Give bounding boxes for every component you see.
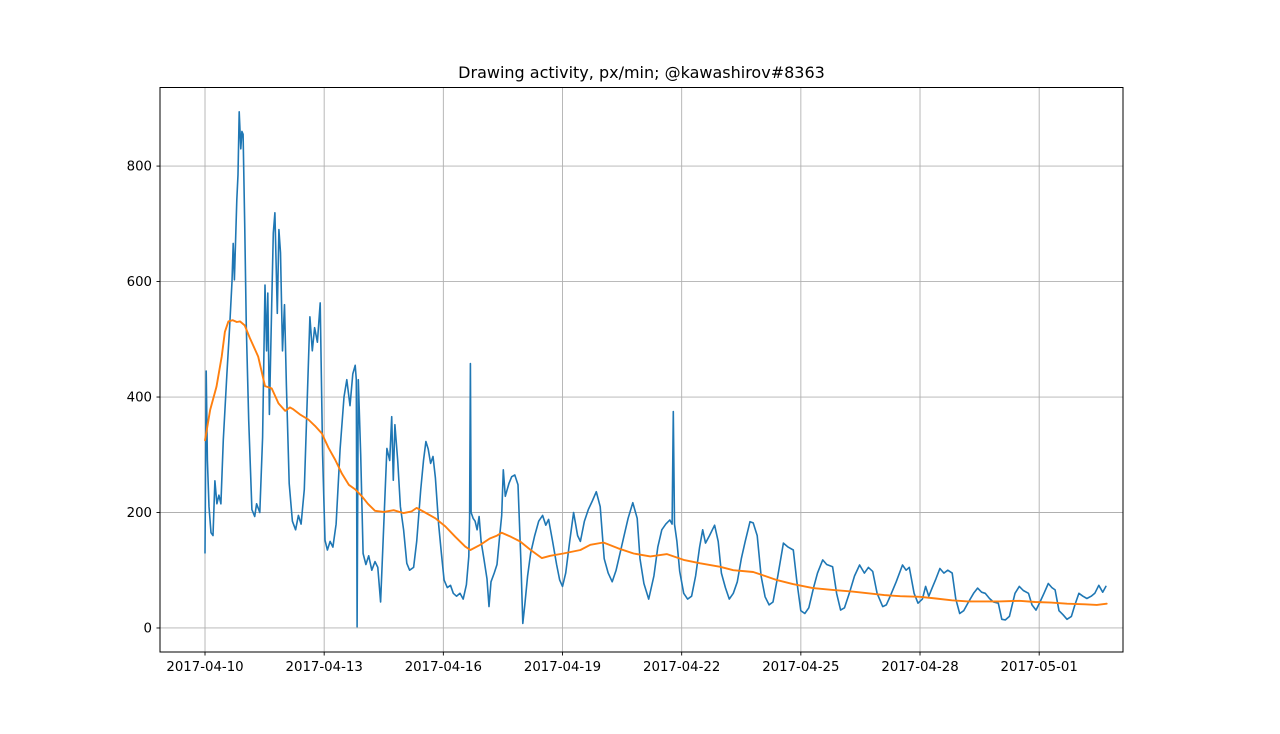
chart-title: Drawing activity, px/min; @kawashirov#83… [458,63,825,82]
x-axis-tick-label: 2017-04-25 [762,660,839,675]
x-axis-tick-label: 2017-05-01 [1001,660,1078,675]
x-axis-tick-label: 2017-04-19 [524,660,601,675]
x-axis-tick-label: 2017-04-22 [643,660,720,675]
y-axis-tick-label: 200 [127,506,152,521]
tick-layer [156,165,1040,656]
plot-frame [159,87,1124,653]
label-layer: 2017-04-10 2017-04-13 2017-04-16 2017-04-19… [127,160,1078,675]
y-axis-tick-label: 800 [127,160,152,175]
grid-layer [160,87,1123,652]
y-axis-tick-label: 0 [144,622,152,637]
series-line-moving-average [204,319,1108,606]
y-axis-tick-label: 400 [127,391,152,406]
x-axis-tick-label: 2017-04-13 [286,660,363,675]
x-axis-tick-label: 2017-04-10 [166,660,243,675]
series-line-raw-activity [204,111,1107,628]
x-axis-tick-label: 2017-04-16 [405,660,482,675]
y-axis-tick-label: 600 [127,275,152,290]
series-layer [204,111,1108,628]
x-axis-tick-label: 2017-04-28 [881,660,958,675]
